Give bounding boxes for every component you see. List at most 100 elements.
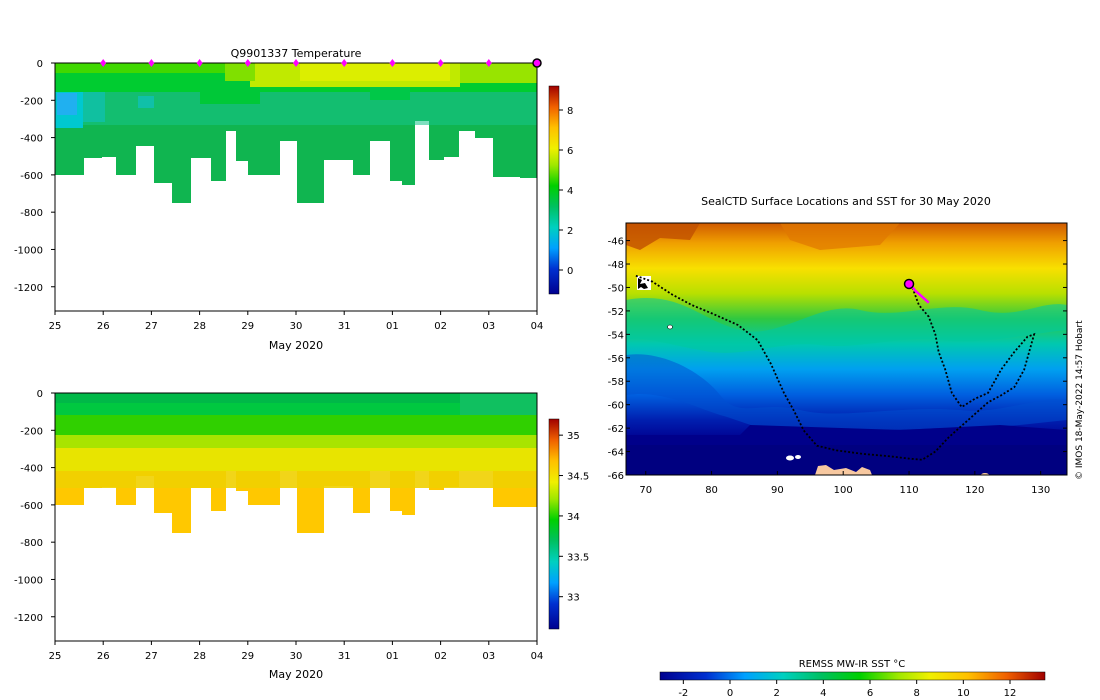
profile-marker: [244, 59, 251, 67]
y-tick-label: 0: [37, 389, 43, 400]
lon-tick-label: 120: [965, 485, 984, 496]
sst-tick-label: 0: [727, 688, 733, 699]
colorbar-tick-label: 2: [567, 226, 573, 237]
lat-tick-label: -62: [608, 424, 624, 435]
latitude-axis: -46 -48 -50 -52 -54 -56 -58 -60 -62 -64 -66: [608, 237, 1067, 482]
x-tick-label: 30: [290, 651, 303, 662]
profile-marker: [148, 59, 155, 67]
y-tick-label: -400: [20, 134, 43, 145]
lat-tick-label: -64: [608, 448, 624, 459]
sst-tick-label: 12: [1004, 688, 1017, 699]
x-tick-label: 27: [145, 651, 158, 662]
profile-marker: [293, 59, 299, 67]
colorbar-tick-label: 34: [567, 512, 580, 523]
lat-tick-label: -66: [608, 471, 624, 482]
lon-tick-label: 80: [705, 485, 718, 496]
x-tick-label: 31: [338, 321, 351, 332]
salinity-panel: 0 -200 -400 -600 -800 -1000 -1200 25 26 27 28 29 30…: [14, 389, 589, 681]
x-tick-label: 26: [97, 321, 110, 332]
x-tick-label: 30: [290, 321, 303, 332]
temperature-heatmap: [55, 63, 537, 311]
lon-tick-label: 110: [899, 485, 918, 496]
y-tick-label: -600: [20, 501, 43, 512]
x-tick-label: 03: [482, 321, 495, 332]
lat-tick-label: -48: [608, 260, 624, 271]
x-tick-label: 03: [482, 651, 495, 662]
x-tick-label: 25: [49, 321, 62, 332]
x-tick-label: 25: [49, 651, 62, 662]
map-title: SealCTD Surface Locations and SST for 30…: [701, 195, 991, 208]
x-tick-label: 04: [531, 651, 544, 662]
sst-colorbar-label: REMSS MW-IR SST °C: [799, 659, 906, 670]
y-tick-label: -1000: [14, 575, 43, 586]
profile-marker: [485, 59, 492, 67]
x-tick-label: 26: [97, 651, 110, 662]
profile-marker: [437, 59, 444, 67]
sst-field: [626, 223, 1067, 475]
salinity-xlabel: May 2020: [269, 668, 323, 681]
temperature-colorbar: [549, 86, 559, 294]
salinity-colorbar: [549, 419, 559, 629]
lat-tick-label: -60: [608, 401, 624, 412]
x-tick-label: 04: [531, 321, 544, 332]
sst-colorbar: [660, 672, 1045, 680]
y-tick-label: -1000: [14, 245, 43, 256]
x-tick-label: 28: [193, 651, 206, 662]
x-tick-label: 29: [241, 321, 254, 332]
current-profile-marker: [532, 58, 542, 68]
sst-tick-label: 6: [867, 688, 873, 699]
profile-markers: [100, 58, 542, 68]
x-tick-label: 31: [338, 651, 351, 662]
colorbar-tick-label: 33: [567, 593, 580, 604]
imos-credit: © IMOS 18-May-2022 14:57 Hobart: [1075, 320, 1085, 480]
x-tick-label: 29: [241, 651, 254, 662]
lat-tick-label: -56: [608, 354, 624, 365]
y-tick-label: -1200: [14, 283, 43, 294]
profile-marker: [341, 59, 348, 67]
colorbar-tick-label: 8: [567, 106, 573, 117]
profile-marker: [196, 59, 203, 67]
longitude-axis: 70 80 90 100 110 120 130: [639, 471, 1050, 496]
lon-tick-label: 70: [639, 485, 652, 496]
colorbar-tick-label: 4: [567, 186, 573, 197]
y-tick-label: -600: [20, 171, 43, 182]
lat-tick-label: -52: [608, 307, 624, 318]
sst-colorbar-ticks: -2 0 2 4 6 8 10 12: [678, 680, 1016, 699]
map-panel: SealCTD Surface Locations and SST for 30…: [608, 195, 1068, 699]
y-tick-label: -800: [20, 538, 43, 549]
salinity-y-axis: 0 -200 -400 -600 -800 -1000 -1200: [14, 389, 55, 624]
y-tick-label: 0: [37, 59, 43, 70]
y-tick-label: -400: [20, 464, 43, 475]
seal-track: [635, 274, 1036, 461]
sst-tick-label: 2: [773, 688, 779, 699]
temperature-colorbar-ticks: 0 2 4 6 8: [559, 106, 573, 277]
profile-marker: [100, 59, 107, 67]
colorbar-tick-label: 34.5: [567, 472, 589, 483]
colorbar-tick-label: 33.5: [567, 552, 589, 563]
temperature-y-axis: 0 -200 -400 -600 -800 -1000 -1200: [14, 59, 55, 294]
profile-marker: [389, 59, 396, 67]
lat-tick-label: -46: [608, 237, 624, 248]
temperature-x-axis: 25 26 27 28 29 30 31 01 02 03 04: [49, 311, 544, 332]
colorbar-tick-label: 6: [567, 146, 573, 157]
antarctic-coast: [815, 465, 872, 475]
sst-tick-label: 4: [820, 688, 826, 699]
x-tick-label: 28: [193, 321, 206, 332]
temperature-title: Q9901337 Temperature: [231, 47, 362, 60]
temperature-panel: Q9901337 Temperature: [14, 47, 573, 352]
x-tick-label: 02: [434, 651, 447, 662]
x-tick-label: 01: [386, 651, 399, 662]
colorbar-tick-label: 0: [567, 266, 573, 277]
x-tick-label: 27: [145, 321, 158, 332]
y-tick-label: -800: [20, 208, 43, 219]
lon-tick-label: 90: [771, 485, 784, 496]
lon-tick-label: 130: [1031, 485, 1050, 496]
x-tick-label: 01: [386, 321, 399, 332]
lat-tick-label: -58: [608, 377, 624, 388]
sst-tick-label: 10: [957, 688, 970, 699]
current-position-marker: [903, 278, 915, 290]
salinity-heatmap: [55, 393, 537, 641]
lon-tick-label: 100: [834, 485, 853, 496]
y-tick-label: -200: [20, 96, 43, 107]
